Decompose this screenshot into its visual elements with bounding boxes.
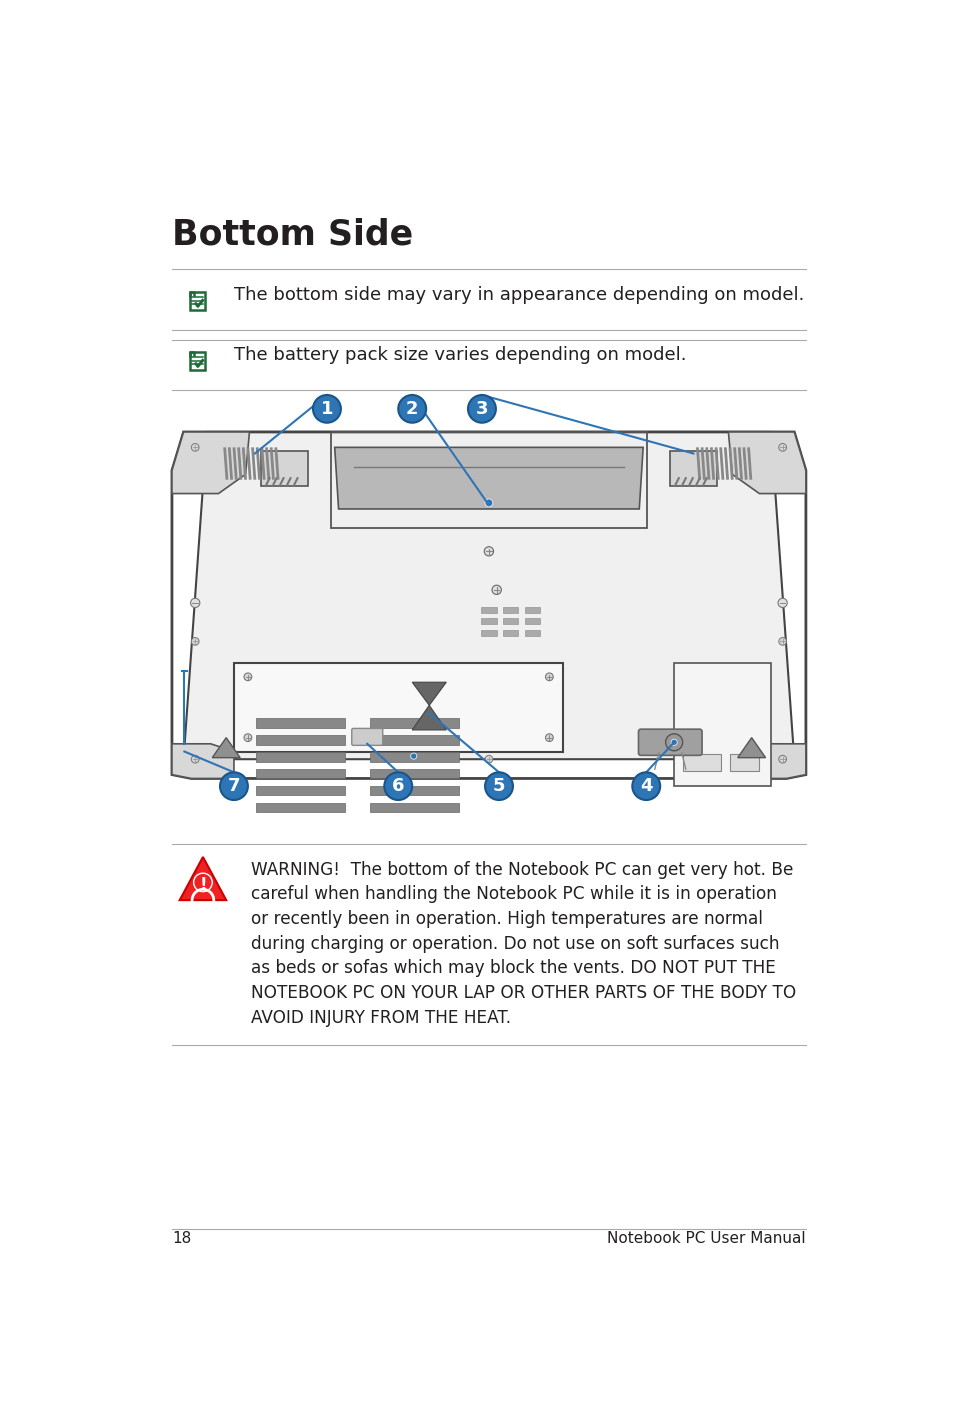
Circle shape: [670, 739, 677, 746]
Text: as beds or sofas which may block the vents. DO NOT PUT THE: as beds or sofas which may block the ven…: [251, 960, 775, 977]
Circle shape: [484, 499, 493, 506]
Circle shape: [410, 753, 416, 759]
Circle shape: [484, 756, 493, 763]
Circle shape: [220, 773, 248, 800]
Circle shape: [192, 444, 199, 451]
Polygon shape: [172, 432, 249, 493]
Circle shape: [778, 598, 786, 607]
FancyBboxPatch shape: [524, 618, 539, 624]
Text: Bottom Side: Bottom Side: [172, 217, 413, 251]
Polygon shape: [412, 682, 446, 705]
Circle shape: [545, 733, 553, 742]
Circle shape: [778, 638, 785, 645]
Text: 3: 3: [476, 400, 488, 418]
FancyBboxPatch shape: [369, 769, 458, 778]
FancyBboxPatch shape: [190, 352, 205, 370]
Circle shape: [244, 733, 252, 742]
FancyBboxPatch shape: [255, 803, 344, 813]
Text: 18: 18: [172, 1231, 191, 1246]
Text: The battery pack size varies depending on model.: The battery pack size varies depending o…: [233, 346, 686, 364]
FancyBboxPatch shape: [502, 630, 517, 637]
FancyBboxPatch shape: [369, 803, 458, 813]
Text: careful when handling the Notebook PC while it is in operation: careful when handling the Notebook PC wh…: [251, 885, 776, 903]
FancyBboxPatch shape: [369, 719, 458, 727]
Circle shape: [192, 638, 199, 645]
Polygon shape: [212, 737, 240, 757]
Circle shape: [484, 773, 513, 800]
FancyBboxPatch shape: [369, 786, 458, 795]
Polygon shape: [728, 432, 805, 493]
FancyBboxPatch shape: [670, 451, 716, 486]
Circle shape: [632, 773, 659, 800]
FancyBboxPatch shape: [524, 630, 539, 637]
FancyBboxPatch shape: [255, 786, 344, 795]
Polygon shape: [335, 447, 642, 509]
Text: 6: 6: [392, 777, 404, 795]
Circle shape: [492, 586, 500, 594]
FancyBboxPatch shape: [233, 664, 562, 752]
Text: 7: 7: [228, 777, 240, 795]
Circle shape: [244, 674, 252, 681]
Circle shape: [545, 674, 553, 681]
Circle shape: [384, 773, 412, 800]
Text: 5: 5: [493, 777, 505, 795]
Text: The bottom side may vary in appearance depending on model.: The bottom side may vary in appearance d…: [233, 286, 803, 303]
FancyBboxPatch shape: [255, 719, 344, 727]
FancyBboxPatch shape: [255, 769, 344, 778]
Circle shape: [778, 444, 785, 451]
Text: !: !: [199, 876, 207, 893]
FancyBboxPatch shape: [729, 754, 759, 771]
Polygon shape: [737, 737, 765, 757]
FancyBboxPatch shape: [638, 729, 701, 756]
Text: 4: 4: [639, 777, 652, 795]
FancyBboxPatch shape: [255, 736, 344, 744]
Circle shape: [468, 396, 496, 423]
FancyBboxPatch shape: [261, 451, 307, 486]
Polygon shape: [412, 705, 446, 730]
FancyBboxPatch shape: [674, 664, 770, 786]
FancyBboxPatch shape: [190, 292, 205, 311]
FancyBboxPatch shape: [480, 607, 497, 613]
FancyBboxPatch shape: [369, 736, 458, 744]
Circle shape: [778, 756, 785, 763]
Circle shape: [313, 396, 340, 423]
FancyBboxPatch shape: [682, 754, 720, 771]
Text: NOTEBOOK PC ON YOUR LAP OR OTHER PARTS OF THE BODY TO: NOTEBOOK PC ON YOUR LAP OR OTHER PARTS O…: [251, 984, 796, 1003]
Polygon shape: [172, 744, 233, 778]
Text: 2: 2: [406, 400, 418, 418]
Polygon shape: [183, 432, 794, 759]
FancyBboxPatch shape: [480, 630, 497, 637]
FancyBboxPatch shape: [369, 753, 458, 761]
FancyBboxPatch shape: [502, 618, 517, 624]
Circle shape: [191, 598, 199, 607]
Text: 1: 1: [320, 400, 333, 418]
Text: or recently been in operation. High temperatures are normal: or recently been in operation. High temp…: [251, 910, 762, 929]
FancyBboxPatch shape: [502, 607, 517, 613]
Text: AVOID INJURY FROM THE HEAT.: AVOID INJURY FROM THE HEAT.: [251, 1008, 511, 1027]
Text: WARNING!  The bottom of the Notebook PC can get very hot. Be: WARNING! The bottom of the Notebook PC c…: [251, 861, 793, 879]
FancyBboxPatch shape: [352, 729, 382, 746]
Polygon shape: [179, 856, 226, 900]
Text: Notebook PC User Manual: Notebook PC User Manual: [607, 1231, 805, 1246]
Circle shape: [665, 733, 682, 750]
Circle shape: [397, 396, 426, 423]
Text: during charging or operation. Do not use on soft surfaces such: during charging or operation. Do not use…: [251, 934, 779, 953]
Polygon shape: [743, 744, 805, 778]
Circle shape: [192, 756, 199, 763]
FancyBboxPatch shape: [480, 618, 497, 624]
FancyBboxPatch shape: [524, 607, 539, 613]
FancyBboxPatch shape: [255, 753, 344, 761]
Circle shape: [484, 547, 493, 556]
Circle shape: [193, 873, 212, 892]
